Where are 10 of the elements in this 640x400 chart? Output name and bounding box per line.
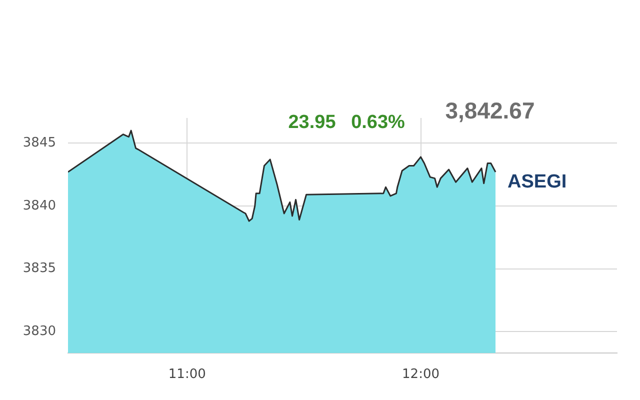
y-tick-label: 3830 — [22, 324, 56, 340]
annotation: 3,842.67 — [445, 97, 535, 124]
x-tick-label: 11:00 — [168, 367, 206, 382]
x-tick-label: 12:00 — [402, 367, 440, 382]
y-tick-label: 3840 — [22, 198, 56, 214]
annotation: 0.63% — [351, 112, 406, 134]
annotation: 23.95 — [288, 112, 336, 134]
y-tick-label: 3835 — [22, 261, 56, 276]
y-tick-label: 3845 — [22, 136, 56, 151]
series-label: ASEGI — [508, 171, 567, 192]
